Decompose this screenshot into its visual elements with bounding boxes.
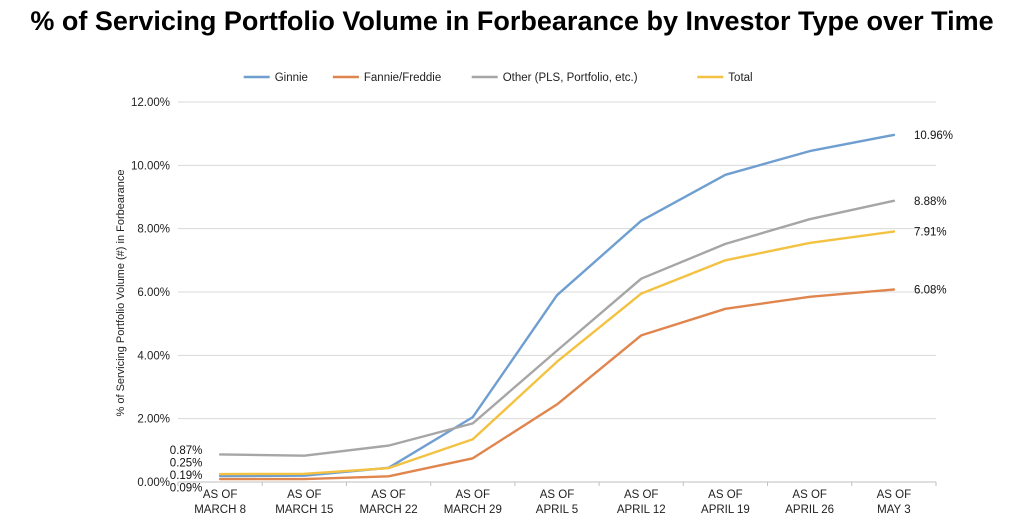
x-tick-label: MAY 3 <box>877 504 910 516</box>
x-tick-label: MARCH 8 <box>194 504 246 516</box>
chart-series <box>218 133 896 481</box>
x-axis-ticks: AS OF MARCH 8 AS OF MARCH 15 AS OF MARCH 22 AS… <box>177 482 937 516</box>
series-line-ginnie <box>218 133 896 478</box>
y-axis-ticks: 0.00% 2.00% 4.00% 6.00% 8.00% 10.00% 12.00% <box>131 97 170 489</box>
y-tick-label: 4.00% <box>137 350 170 362</box>
start-data-label: 0.87% <box>170 445 203 457</box>
x-tick-label: APRIL 12 <box>617 504 666 516</box>
x-tick-label: AS OF <box>456 489 491 501</box>
start-data-label: 0.25% <box>170 458 203 470</box>
y-tick-label: 8.00% <box>137 224 170 236</box>
end-data-label: 6.08% <box>914 284 947 296</box>
y-tick-label: 2.00% <box>137 414 170 426</box>
series-line-other-pls-portfolio-etc <box>218 199 896 457</box>
x-tick-label: MARCH 29 <box>444 504 502 516</box>
y-axis-label: % of Servicing Portfolio Volume (#) in F… <box>115 169 127 416</box>
legend-label: Ginnie <box>275 72 308 84</box>
x-tick-label: APRIL 26 <box>785 504 834 516</box>
start-data-label: 0.09% <box>170 483 203 495</box>
x-tick-label: MARCH 15 <box>275 504 333 516</box>
legend-label: Other (PLS, Portfolio, etc.) <box>503 72 638 84</box>
y-tick-label: 6.00% <box>137 287 170 299</box>
x-tick-label: AS OF <box>708 489 743 501</box>
x-tick-label: AS OF <box>287 489 322 501</box>
chart-title: % of Servicing Portfolio Volume in Forbe… <box>30 6 993 36</box>
y-tick-label: 10.00% <box>131 160 170 172</box>
x-tick-label: AS OF <box>624 489 659 501</box>
series-line-total <box>218 230 896 476</box>
data-labels: 10.96% 6.08% 8.88% 7.91% 0.87%0.25%0.19%0.09… <box>170 130 953 495</box>
x-tick-label: AS OF <box>540 489 575 501</box>
x-tick-label: MARCH 22 <box>359 504 417 516</box>
legend-label: Fannie/Freddie <box>364 72 441 84</box>
y-tick-label: 0.00% <box>137 477 170 489</box>
y-tick-label: 12.00% <box>131 97 170 109</box>
end-data-label: 8.88% <box>914 196 947 208</box>
x-tick-label: APRIL 19 <box>701 504 750 516</box>
x-tick-label: AS OF <box>371 489 406 501</box>
end-data-label: 10.96% <box>914 130 953 142</box>
chart-gridlines <box>178 101 936 483</box>
x-tick-label: APRIL 5 <box>536 504 578 516</box>
legend-label: Total <box>728 72 752 84</box>
chart-legend: Ginnie Fannie/Freddie Other (PLS, Portfoli… <box>243 72 753 84</box>
x-tick-label: AS OF <box>203 489 238 501</box>
end-data-label: 7.91% <box>914 227 947 239</box>
series-line-fannie-freddie <box>218 288 896 481</box>
x-tick-label: AS OF <box>877 489 912 501</box>
x-tick-label: AS OF <box>792 489 827 501</box>
start-data-label: 0.19% <box>170 470 203 482</box>
